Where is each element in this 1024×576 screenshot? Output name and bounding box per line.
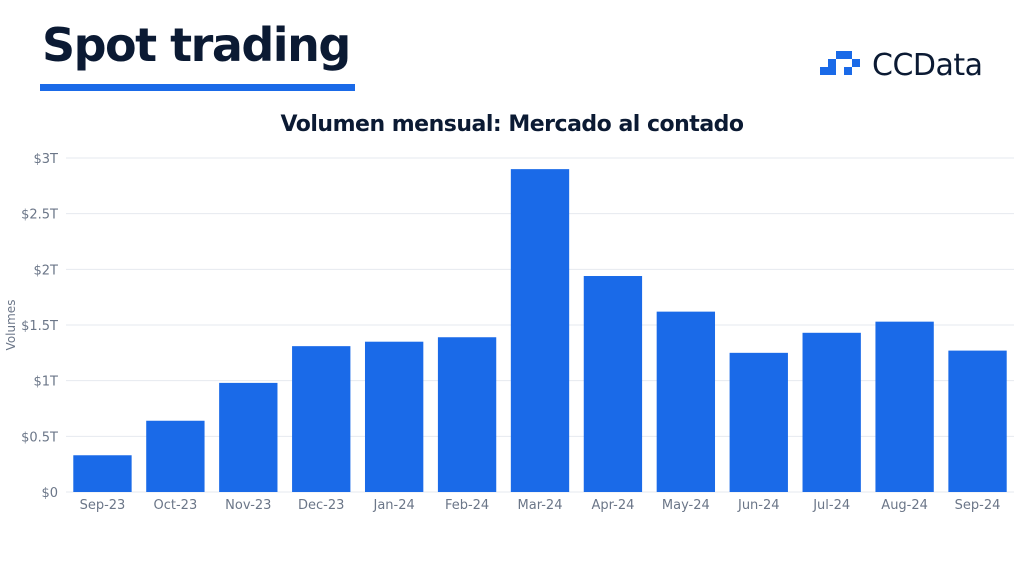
x-tick-label: Sep-24 bbox=[955, 498, 1001, 513]
y-tick-label: $1T bbox=[34, 375, 59, 390]
y-tick-label: $0.5T bbox=[21, 430, 58, 445]
y-axis-label: Volumes bbox=[4, 300, 18, 351]
bar bbox=[510, 169, 570, 492]
title-underline bbox=[40, 84, 355, 91]
y-tick-label: $3T bbox=[34, 152, 59, 167]
y-tick-label: $2.5T bbox=[21, 208, 58, 223]
x-tick-label: Apr-24 bbox=[591, 498, 634, 513]
x-tick-label: Mar-24 bbox=[518, 498, 563, 513]
x-tick-label: Aug-24 bbox=[881, 498, 928, 513]
chart-title: Volumen mensual: Mercado al contado bbox=[280, 112, 744, 137]
y-tick-label: $1.5T bbox=[21, 319, 58, 334]
bar bbox=[292, 346, 351, 492]
x-tick-label: Sep-23 bbox=[80, 498, 126, 513]
brand-name: CCData bbox=[872, 48, 983, 83]
bar-chart: $0 $0.5T $1T $1.5T $2T $2.5T $3T Volumes Sep-23 O… bbox=[4, 152, 1014, 513]
bar bbox=[802, 332, 861, 492]
y-tick-label: $2T bbox=[34, 263, 59, 278]
bar bbox=[437, 337, 497, 492]
x-tick-label: Jul-24 bbox=[812, 498, 850, 513]
brand-logo: CCData bbox=[820, 48, 983, 83]
x-tick-label: Feb-24 bbox=[445, 498, 489, 513]
bar bbox=[948, 350, 1007, 492]
ccdata-logo-icon bbox=[820, 50, 860, 75]
x-tick-label: Jan-24 bbox=[373, 498, 415, 513]
bar bbox=[583, 276, 643, 492]
x-tick-label: Dec-23 bbox=[298, 498, 344, 513]
bar bbox=[146, 420, 205, 492]
x-tick-label: Nov-23 bbox=[225, 498, 271, 513]
y-tick-label: $0 bbox=[41, 486, 58, 501]
x-tick-label: Oct-23 bbox=[154, 498, 198, 513]
bar bbox=[656, 311, 716, 492]
bar bbox=[364, 341, 424, 492]
bar bbox=[219, 382, 278, 492]
bar bbox=[875, 321, 934, 492]
bar bbox=[73, 455, 132, 492]
x-tick-label: May-24 bbox=[662, 498, 710, 513]
page-title: Spot trading bbox=[42, 18, 351, 72]
x-tick-label: Jun-24 bbox=[737, 498, 780, 513]
bar bbox=[729, 352, 788, 492]
